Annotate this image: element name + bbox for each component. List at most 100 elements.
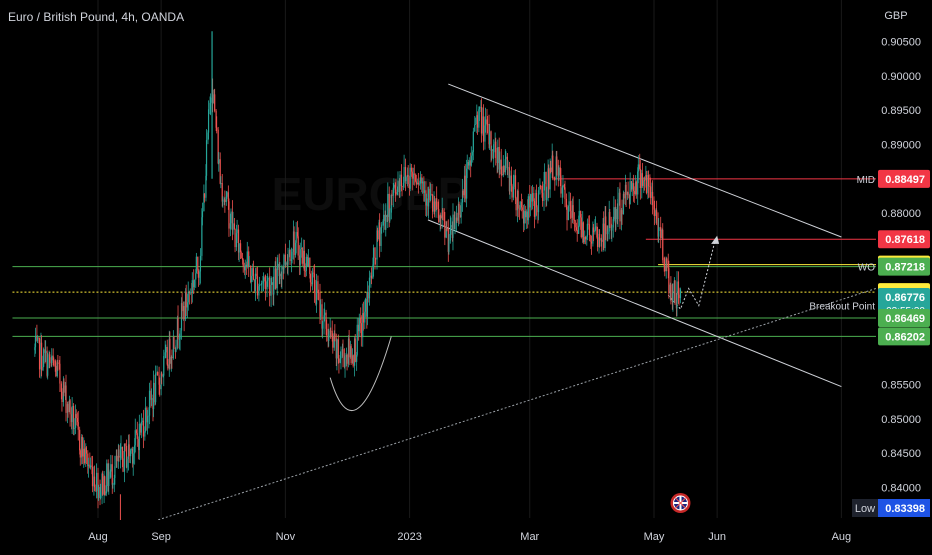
candle-body — [115, 455, 117, 467]
candle-body — [338, 358, 340, 363]
candle-body — [210, 97, 212, 103]
y-tick-label: 0.85500 — [881, 380, 921, 392]
candle-body — [594, 226, 597, 230]
candle-body — [102, 473, 104, 495]
candle-body — [356, 324, 358, 355]
candle-body — [550, 167, 552, 172]
candle-body — [572, 205, 574, 220]
candle-body — [662, 229, 664, 261]
candle-body — [500, 159, 502, 175]
candle-body — [256, 276, 259, 296]
candle-body — [506, 156, 508, 169]
candle-body — [248, 251, 250, 267]
candle-body — [576, 230, 578, 234]
candle-body — [470, 155, 472, 166]
candle-body — [491, 149, 493, 151]
candle-body — [609, 211, 611, 224]
candle-body — [458, 203, 460, 215]
candle-body — [592, 227, 595, 233]
candle-body — [456, 217, 458, 221]
candle-body — [313, 272, 315, 274]
candle-body — [122, 458, 124, 472]
candle-body — [229, 223, 231, 229]
candle-body — [111, 464, 113, 485]
candle-body — [265, 281, 267, 290]
candle-body — [271, 282, 273, 285]
candle-body — [93, 476, 96, 488]
candle-body — [123, 443, 126, 472]
candle-body — [529, 194, 531, 208]
candle-body — [336, 339, 338, 359]
x-tick-label: Jun — [708, 531, 726, 543]
candle-body — [404, 167, 407, 182]
candle-body — [670, 284, 672, 294]
candle-body — [364, 311, 366, 323]
candle-body — [225, 196, 227, 202]
candle-body — [197, 270, 199, 278]
candle-body — [315, 281, 318, 305]
candle-body — [61, 391, 63, 403]
candle-body — [275, 268, 277, 289]
candle-body — [521, 207, 523, 211]
candle-body — [85, 447, 87, 454]
candle-body — [232, 223, 234, 231]
candle-body — [651, 191, 654, 205]
candle-body — [252, 268, 254, 276]
x-tick-label: Aug — [832, 531, 852, 543]
candle-body — [126, 459, 128, 468]
candle-body — [497, 146, 499, 163]
candle-body — [134, 445, 136, 454]
candle-body — [613, 207, 615, 220]
candle-body — [165, 346, 167, 353]
candle-body — [140, 421, 142, 433]
candle-body — [531, 193, 534, 202]
candle-body — [679, 289, 682, 299]
candle-body — [514, 175, 517, 199]
candle-body — [582, 222, 584, 243]
candle-body — [242, 258, 244, 260]
candle-body — [191, 280, 193, 293]
candle-body — [448, 240, 450, 252]
candle-body — [445, 228, 447, 238]
candle-body — [374, 247, 376, 259]
candle-body — [309, 257, 311, 274]
candle-body — [203, 193, 205, 212]
candle-body — [301, 247, 303, 264]
candle-body — [515, 198, 517, 211]
candle-body — [507, 167, 509, 169]
candle-body — [328, 334, 330, 341]
candle-body — [462, 190, 464, 196]
candle-body — [405, 177, 407, 182]
candle-body — [262, 280, 264, 284]
candle-body — [411, 171, 413, 179]
candle-body — [277, 263, 279, 268]
candle-body — [633, 190, 635, 195]
candle-body — [604, 216, 606, 248]
candle-body — [144, 407, 147, 432]
candle-body — [262, 277, 265, 281]
projection-arrowhead — [711, 235, 720, 244]
candle-body — [387, 194, 389, 217]
candle-body — [95, 472, 98, 492]
candle-body — [501, 174, 503, 176]
candle-body — [150, 390, 152, 400]
candle-body — [87, 464, 90, 467]
y-tick-label: 0.84500 — [881, 448, 921, 460]
candle-body — [505, 156, 507, 160]
candle-body — [474, 123, 476, 125]
candle-body — [641, 173, 643, 186]
candle-body — [489, 131, 491, 145]
channel-lower-line — [427, 219, 842, 388]
candle-body — [100, 491, 102, 498]
flag-diag-2 — [675, 497, 686, 509]
candle-body — [42, 366, 44, 371]
candle-body — [629, 181, 631, 205]
price-badge: 0.86202 — [878, 327, 930, 346]
candle-body — [553, 178, 555, 180]
candle-body — [635, 181, 637, 195]
candle-body — [144, 431, 146, 437]
candle-body — [476, 115, 479, 128]
candle-body — [189, 292, 191, 294]
